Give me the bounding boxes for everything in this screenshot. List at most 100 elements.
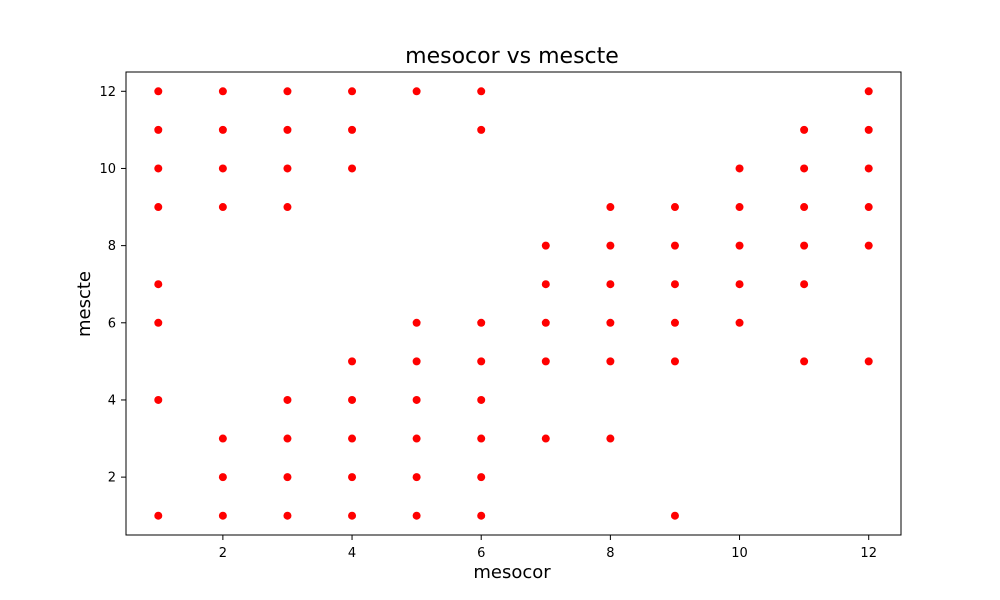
scatter-point: [283, 395, 292, 404]
scatter-point: [864, 203, 873, 212]
plot-area: 2 4 6 8 10 12 2 4 6 8 10 12: [99, 71, 902, 561]
scatter-point: [735, 164, 744, 173]
scatter-point: [412, 473, 421, 482]
scatter-point: [477, 87, 486, 96]
x-tick-label: 6: [477, 546, 485, 561]
scatter-point: [218, 511, 227, 520]
chart-title: mesocor vs mescte: [405, 44, 619, 69]
scatter-point: [670, 511, 679, 520]
y-tick-label: 8: [108, 239, 116, 254]
scatter-point: [864, 87, 873, 96]
scatter-point: [735, 203, 744, 212]
scatter-point: [283, 87, 292, 96]
scatter-point: [541, 241, 550, 250]
scatter-point: [154, 318, 163, 327]
scatter-point: [154, 280, 163, 289]
scatter-point: [154, 87, 163, 96]
scatter-point: [218, 164, 227, 173]
scatter-point: [670, 318, 679, 327]
scatter-point: [541, 434, 550, 443]
scatter-point: [412, 395, 421, 404]
scatter-point: [154, 125, 163, 134]
scatter-point: [283, 473, 292, 482]
scatter-point: [477, 357, 486, 366]
scatter-point: [348, 87, 357, 96]
x-axis-label: mesocor: [473, 562, 551, 583]
scatter-point: [606, 357, 615, 366]
scatter-point: [218, 125, 227, 134]
scatter-point: [606, 318, 615, 327]
scatter-point: [154, 164, 163, 173]
scatter-point: [283, 164, 292, 173]
scatter-point: [477, 395, 486, 404]
scatter-point: [477, 434, 486, 443]
scatter-point: [348, 395, 357, 404]
y-tick-label: 10: [99, 162, 116, 177]
scatter-point: [348, 511, 357, 520]
scatter-point: [800, 280, 809, 289]
scatter-point: [541, 280, 550, 289]
scatter-point: [283, 434, 292, 443]
scatter-point: [283, 511, 292, 520]
scatter-point: [348, 125, 357, 134]
scatter-point: [154, 203, 163, 212]
scatter-point: [348, 164, 357, 173]
y-tick-label: 12: [99, 85, 116, 100]
scatter-point: [800, 241, 809, 250]
x-tick-label: 8: [606, 546, 614, 561]
scatter-point: [670, 357, 679, 366]
scatter-point: [606, 280, 615, 289]
scatter-point: [412, 511, 421, 520]
scatter-point: [541, 357, 550, 366]
scatter-point: [283, 203, 292, 212]
scatter-point: [670, 203, 679, 212]
scatter-point: [800, 125, 809, 134]
scatter-point: [541, 318, 550, 327]
y-axis-label: mescte: [74, 271, 95, 337]
scatter-point: [477, 125, 486, 134]
scatter-point: [735, 241, 744, 250]
scatter-point: [800, 203, 809, 212]
scatter-point: [218, 203, 227, 212]
scatter-point: [218, 434, 227, 443]
x-tick-label: 12: [860, 546, 877, 561]
scatter-point: [218, 87, 227, 96]
scatter-point: [606, 241, 615, 250]
scatter-point: [864, 125, 873, 134]
scatter-point: [348, 357, 357, 366]
scatter-point: [412, 87, 421, 96]
scatter-point: [154, 395, 163, 404]
scatter-point: [412, 357, 421, 366]
scatter-point: [218, 473, 227, 482]
scatter-point: [154, 511, 163, 520]
scatter-point: [348, 473, 357, 482]
x-axis-ticks: 2 4 6 8 10 12: [219, 535, 877, 561]
plot-frame: [125, 71, 902, 536]
scatter-point: [412, 318, 421, 327]
scatter-point: [670, 241, 679, 250]
x-tick-label: 4: [348, 546, 356, 561]
data-points: [154, 87, 873, 520]
scatter-point: [477, 473, 486, 482]
scatter-point: [800, 357, 809, 366]
scatter-point: [670, 280, 679, 289]
scatter-point: [412, 434, 421, 443]
scatter-point: [477, 511, 486, 520]
scatter-point: [735, 318, 744, 327]
scatter-point: [283, 125, 292, 134]
y-tick-label: 2: [108, 471, 116, 486]
y-axis-ticks: 2 4 6 8 10 12: [99, 85, 126, 486]
scatter-point: [606, 434, 615, 443]
y-tick-label: 6: [108, 316, 116, 331]
scatter-point: [864, 241, 873, 250]
scatter-point: [348, 434, 357, 443]
scatter-point: [864, 357, 873, 366]
scatter-point: [864, 164, 873, 173]
scatter-point: [606, 203, 615, 212]
y-tick-label: 4: [108, 393, 116, 408]
scatter-point: [477, 318, 486, 327]
scatter-point: [800, 164, 809, 173]
scatter-point: [735, 280, 744, 289]
